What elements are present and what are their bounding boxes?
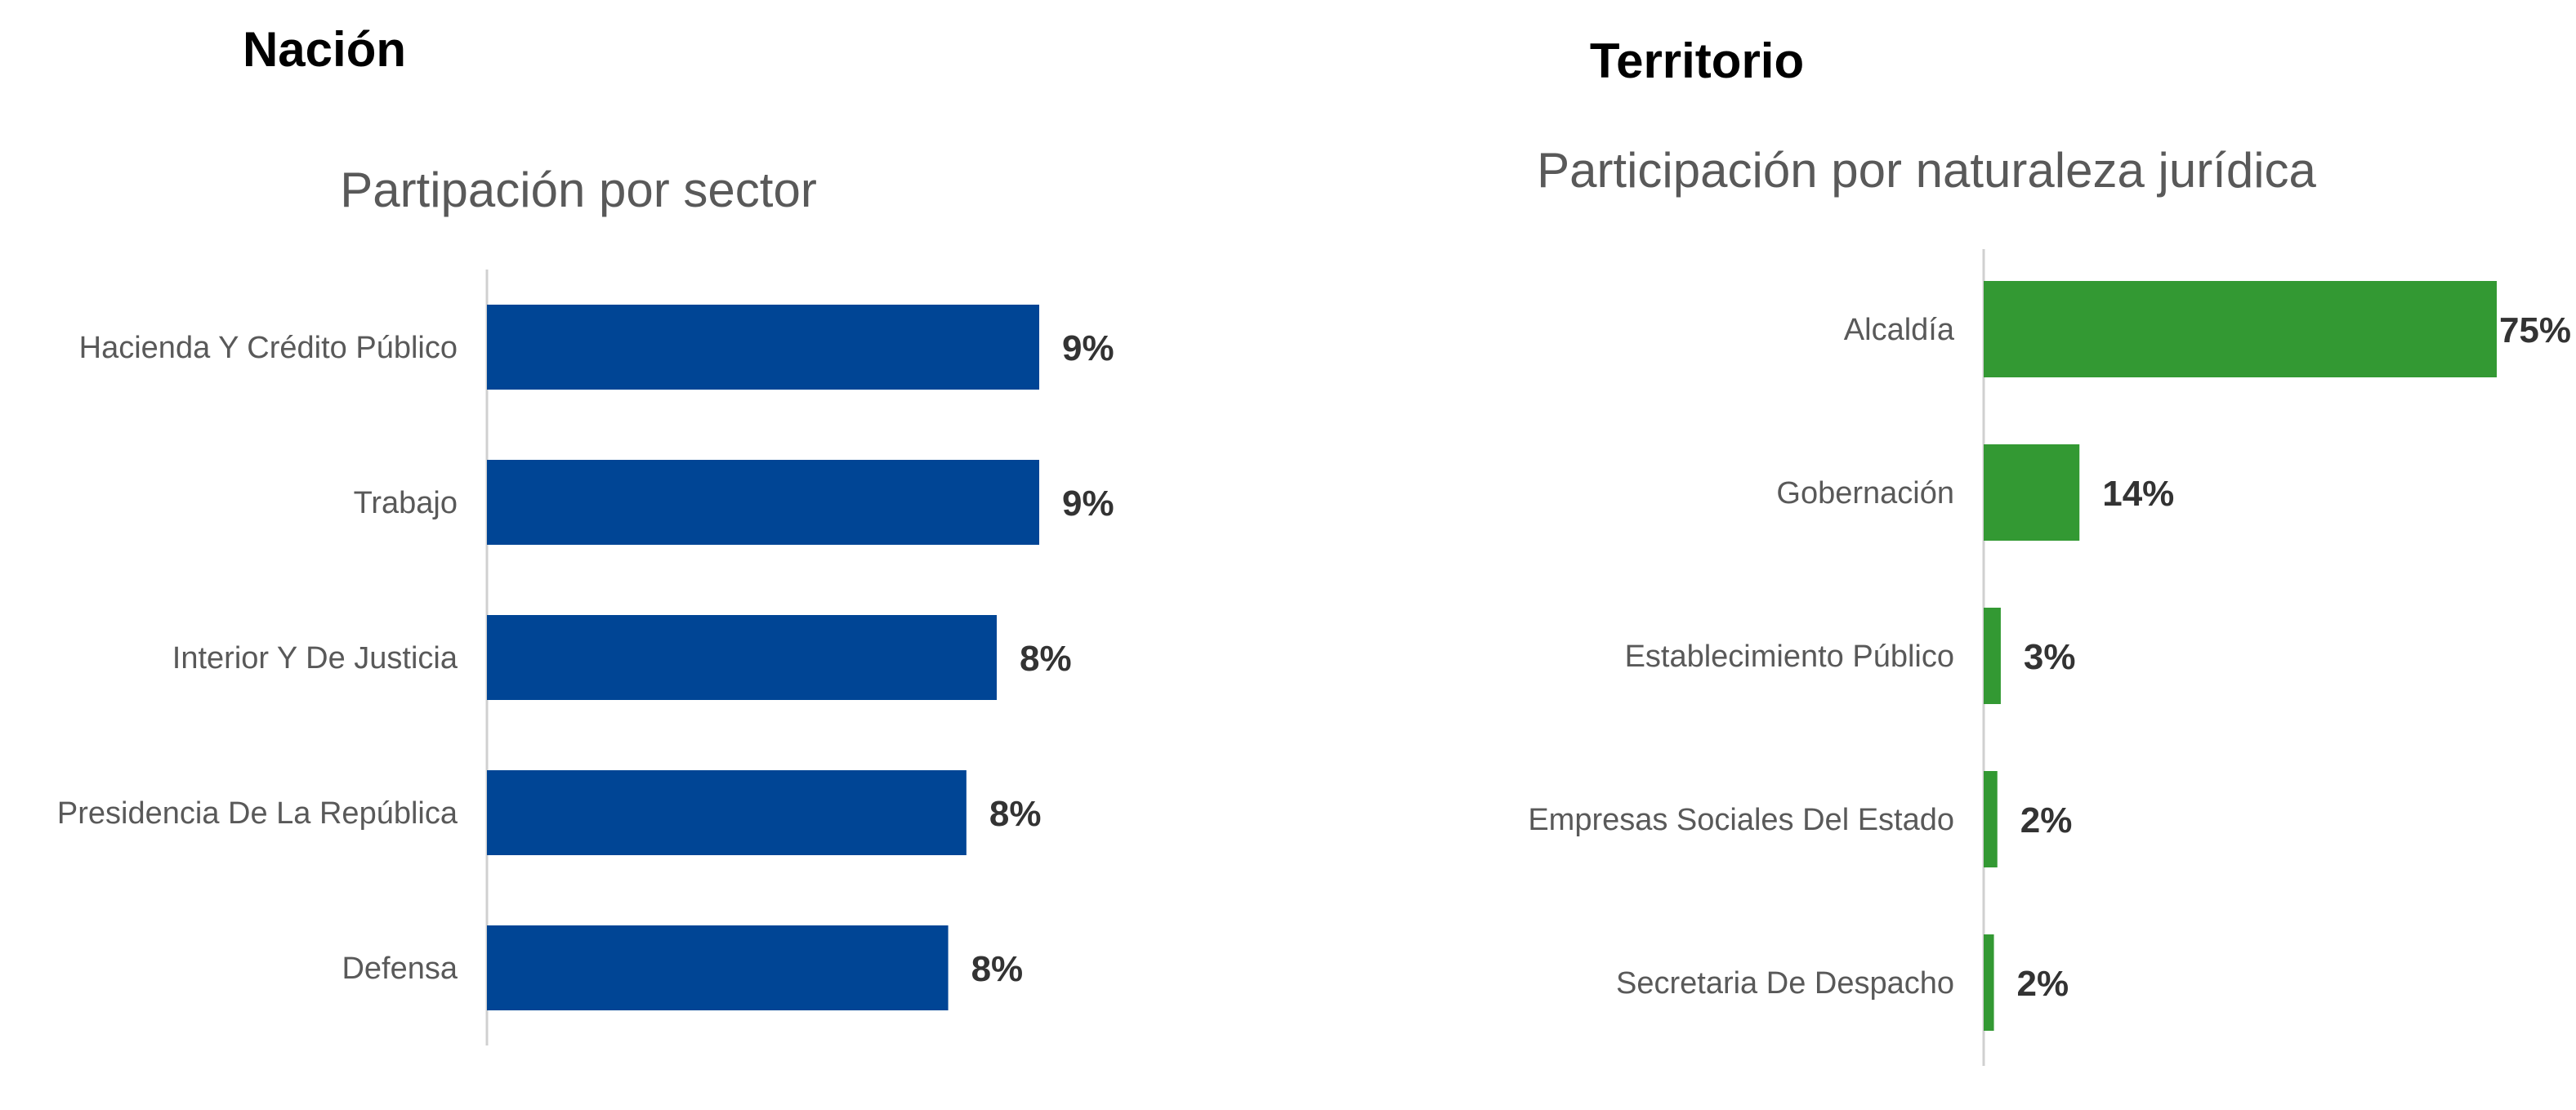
data-label: 75% [2499,310,2571,350]
bar [1984,444,2080,541]
bar [487,305,1039,390]
category-label: Establecimiento Público [1625,640,1954,674]
category-label: Trabajo [354,486,458,520]
category-label: Defensa [342,952,458,986]
bar [487,460,1039,545]
bar [487,770,967,855]
data-label: 8% [989,794,1042,834]
bar [1984,608,2001,704]
bar [1984,934,1994,1031]
data-label: 9% [1062,484,1114,524]
territorio-heading: Territorio [1589,33,1805,88]
bar [1984,281,2497,377]
category-label: Interior Y De Justicia [172,641,458,675]
bar [487,925,949,1010]
category-label: Hacienda Y Crédito Público [79,331,458,365]
category-label: Gobernación [1776,476,1954,510]
nacion-chart-title: Partipación por sector [340,163,817,217]
nacion-heading: Nación [242,22,407,77]
territorio-chart-title: Participación por naturaleza jurídica [1537,143,2316,198]
data-label: 3% [2024,637,2076,677]
category-label: Empresas Sociales Del Estado [1528,803,1954,837]
data-label: 14% [2102,474,2174,514]
data-label: 9% [1062,328,1114,368]
data-label: 8% [971,949,1024,989]
nacion-panel: Nación Partipación por sector Hacienda Y… [57,22,1114,1045]
bar [487,615,997,700]
data-label: 8% [1020,639,1072,679]
category-label: Presidencia De La República [57,796,458,831]
territorio-bar-chart: Alcaldía 75% Gobernación 14% Establecimiento… [1528,249,2571,1066]
territorio-panel: Territorio Participación por naturaleza … [1288,0,2576,1110]
category-label: Alcaldía [1844,313,1955,347]
nacion-bar-chart: Hacienda Y Crédito Público 9% Trabajo 9% Int… [57,270,1114,1045]
bar [1984,771,1998,867]
category-label: Secretaria De Despacho [1616,966,1954,1001]
data-label: 2% [2017,964,2069,1004]
data-label: 2% [2020,800,2073,840]
